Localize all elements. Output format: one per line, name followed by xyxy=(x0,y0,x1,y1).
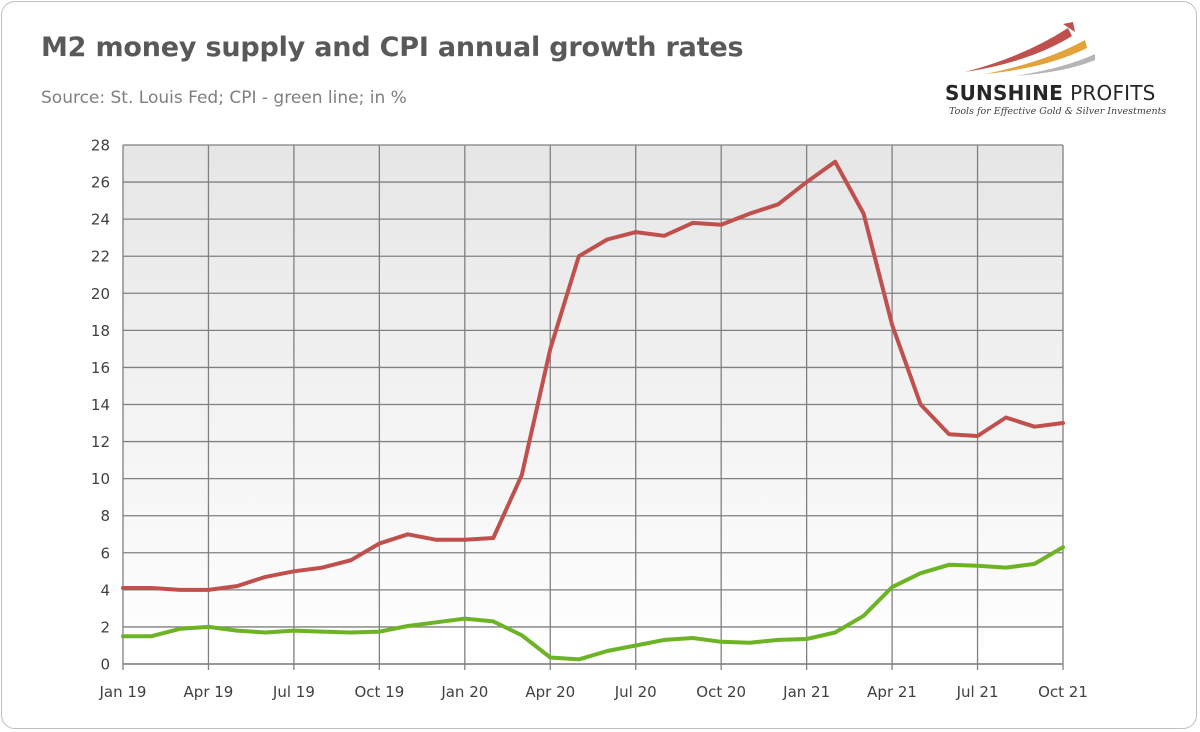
x-tick-label: Jul 19 xyxy=(272,683,315,701)
x-tick-label: Oct 20 xyxy=(696,683,746,701)
vertical-gridlines xyxy=(122,145,1064,670)
y-tick-label: 22 xyxy=(91,248,110,266)
y-tick-label: 14 xyxy=(91,396,110,414)
x-tick-label: Jul 20 xyxy=(614,683,657,701)
y-tick-label: 4 xyxy=(100,581,110,599)
x-axis-tick-labels: Jan 19 Apr 19 Jul 19 Oct 19 Jan 20 Apr 20 Jul … xyxy=(99,683,1088,701)
x-tick-label: Jan 20 xyxy=(440,683,488,701)
logo-wordmark-light: PROFITS xyxy=(1070,81,1156,105)
y-tick-label: 12 xyxy=(91,433,110,451)
chart-title: M2 money supply and CPI annual growth ra… xyxy=(41,32,744,63)
y-tick-label: 20 xyxy=(91,285,110,303)
y-tick-label: 28 xyxy=(91,137,110,155)
y-tick-label: 16 xyxy=(91,359,110,377)
series-lines xyxy=(121,159,1065,662)
y-tick-label: 8 xyxy=(100,507,110,525)
x-tick-label: Apr 19 xyxy=(184,683,234,701)
x-tick-label: Jan 21 xyxy=(782,683,830,701)
y-tick-label: 0 xyxy=(100,656,110,674)
y-tick-label: 10 xyxy=(91,470,110,488)
logo-wordmark: SUNSHINE PROFITS xyxy=(945,81,1156,105)
y-tick-label: 26 xyxy=(91,174,110,192)
x-tick-label: Oct 19 xyxy=(354,683,404,701)
logo-tagline: Tools for Effective Gold & Silver Invest… xyxy=(949,106,1167,117)
sunshine-profits-logo: SUNSHINE PROFITS Tools for Effective Gol… xyxy=(935,18,1175,118)
logo-wordmark-bold: SUNSHINE xyxy=(945,81,1063,105)
x-tick-label: Apr 20 xyxy=(525,683,575,701)
y-tick-label: 6 xyxy=(100,544,110,562)
x-tick-label: Apr 21 xyxy=(867,683,917,701)
x-tick-label: Oct 21 xyxy=(1038,683,1088,701)
y-tick-label: 24 xyxy=(91,211,110,229)
cpi-growth-line xyxy=(121,545,1065,662)
y-tick-label: 18 xyxy=(91,322,110,340)
y-tick-label: 2 xyxy=(100,618,110,636)
chart-subtitle: Source: St. Louis Fed; CPI - green line;… xyxy=(41,88,407,108)
x-tick-label: Jan 19 xyxy=(99,683,147,701)
logo-swoosh-icon xyxy=(965,22,1095,76)
x-tick-label: Jul 21 xyxy=(956,683,999,701)
m2-growth-line xyxy=(121,159,1065,592)
